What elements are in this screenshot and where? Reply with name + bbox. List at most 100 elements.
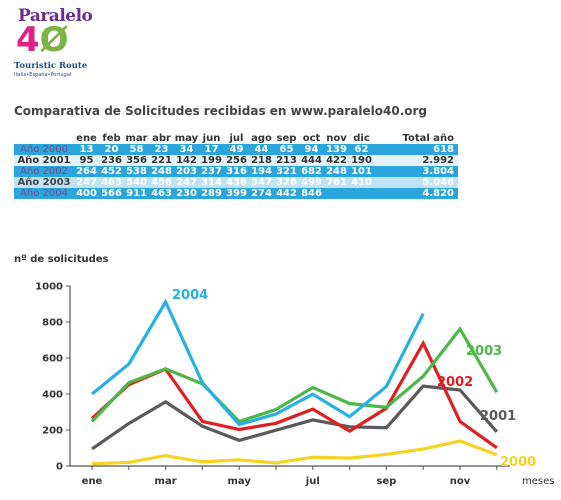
table-cell: 95	[74, 155, 99, 166]
logo-subtitle: Touristic Route	[14, 61, 88, 71]
table-cell: 101	[349, 166, 374, 177]
y-tick-label: 1000	[35, 282, 63, 293]
table-row: Año 2000 13 20 58 23 34 17 49 44 65 94 139 62 618	[14, 144, 458, 155]
series-line-2004	[90, 298, 425, 427]
table-row: Año 2002 264 452 538 248 203 237 316 194 321 682 24…	[14, 166, 458, 177]
y-tick-label: 0	[56, 462, 63, 473]
table-row-total: 618	[374, 144, 458, 155]
logo-subtitle-countries: Italia•España•Portugal	[14, 72, 72, 78]
table-cell: 410	[349, 177, 374, 188]
table-cell	[349, 188, 374, 199]
logo-name: Paralelo	[18, 6, 93, 26]
table-cell: 20	[99, 144, 124, 155]
x-tick-label: jul	[305, 476, 320, 487]
table-cell: 194	[249, 166, 274, 177]
table-cell: 326	[274, 177, 299, 188]
logo-number-b: Ø	[39, 20, 69, 60]
table-cell: 65	[274, 144, 299, 155]
table-cell: 247	[74, 177, 99, 188]
table-cell: 538	[124, 166, 149, 177]
table-cell: 13	[74, 144, 99, 155]
series-label-2000: 2000	[500, 455, 536, 470]
table-cell: 436	[224, 177, 249, 188]
table-cell: 247	[174, 177, 199, 188]
table-row: Año 2003 247 463 540 456 247 314 436 347 326 499 76…	[14, 177, 458, 188]
table-header-month: ene	[74, 133, 99, 144]
table-row: Año 2001 95 236 356 221 142 199 256 218 213 444 422…	[14, 155, 458, 166]
table-cell: 314	[199, 177, 224, 188]
table-cell: 203	[174, 166, 199, 177]
table-cell: 442	[274, 188, 299, 199]
table-cell: 316	[224, 166, 249, 177]
table-header-month: feb	[99, 133, 124, 144]
table-cell: 499	[299, 177, 324, 188]
table-cell: 356	[124, 155, 149, 166]
line-chart: 0 200 400 600 800 1000 ene mar may jul sep nov meses…	[35, 282, 554, 488]
table-header-month: dic	[349, 133, 374, 144]
table-header-month: nov	[324, 133, 349, 144]
table-header-total: Total año	[374, 133, 458, 144]
logo-number-a: 4	[16, 20, 40, 60]
table-cell: 400	[74, 188, 99, 199]
table-cell: 221	[149, 155, 174, 166]
data-table: ene feb mar abr may jun jul ago sep oct …	[14, 133, 458, 199]
table-cell: 321	[274, 166, 299, 177]
table-cell: 456	[149, 177, 174, 188]
table-row-total: 4.820	[374, 188, 458, 199]
table-header-month: jun	[199, 133, 224, 144]
table-row-total: 3.804	[374, 166, 458, 177]
series-line-2000	[91, 439, 498, 466]
table-cell: 23	[149, 144, 174, 155]
x-tick-label: ene	[82, 476, 103, 487]
series-line-2001	[91, 384, 499, 451]
table-cell: 58	[124, 144, 149, 155]
table-cell: 289	[199, 188, 224, 199]
table-cell: 566	[99, 188, 124, 199]
table-cell: 34	[174, 144, 199, 155]
table-header-row: ene feb mar abr may jun jul ago sep oct …	[14, 133, 458, 144]
table-cell: 846	[299, 188, 324, 199]
table-cell: 142	[174, 155, 199, 166]
table-cell: 347	[249, 177, 274, 188]
table-cell: 17	[199, 144, 224, 155]
table-cell: 248	[324, 166, 349, 177]
series-label-2004: 2004	[172, 288, 208, 303]
table-header-month: abr	[149, 133, 174, 144]
table-cell: 218	[249, 155, 274, 166]
table-cell: 248	[149, 166, 174, 177]
table-row-year: Año 2001	[14, 155, 74, 166]
logo: Paralelo 4Ø Touristic Route Italia•Españ…	[12, 6, 112, 82]
x-tick-label: nov	[450, 476, 471, 487]
table-cell: 540	[124, 177, 149, 188]
table-header-month: sep	[274, 133, 299, 144]
table-row-year: Año 2004	[14, 188, 74, 199]
table-cell: 911	[124, 188, 149, 199]
table-cell: 139	[324, 144, 349, 155]
table-cell: 49	[224, 144, 249, 155]
table-header-month: ago	[249, 133, 274, 144]
table-cell: 213	[274, 155, 299, 166]
table-cell: 190	[349, 155, 374, 166]
table-cell: 62	[349, 144, 374, 155]
table-cell: 463	[149, 188, 174, 199]
y-tick-label: 800	[42, 318, 63, 329]
series-line-2003	[90, 326, 499, 424]
series-label-2003: 2003	[466, 344, 502, 359]
table-cell: 452	[99, 166, 124, 177]
table-cell: 682	[299, 166, 324, 177]
table-cell: 761	[324, 177, 349, 188]
logo-number: 4Ø	[16, 22, 69, 58]
y-tick-label: 200	[42, 426, 63, 437]
table-cell: 237	[199, 166, 224, 177]
table-header-month: mar	[124, 133, 149, 144]
x-tick-label: sep	[376, 476, 396, 487]
table-row-total: 2.992	[374, 155, 458, 166]
table-cell: 463	[99, 177, 124, 188]
table-header-month: jul	[224, 133, 249, 144]
table-cell: 230	[174, 188, 199, 199]
table-row-year: Año 2000	[14, 144, 74, 155]
table-cell: 44	[249, 144, 274, 155]
table-row-year: Año 2002	[14, 166, 74, 177]
x-tick-label: mar	[155, 476, 177, 487]
table-row-total: 5.046	[374, 177, 458, 188]
